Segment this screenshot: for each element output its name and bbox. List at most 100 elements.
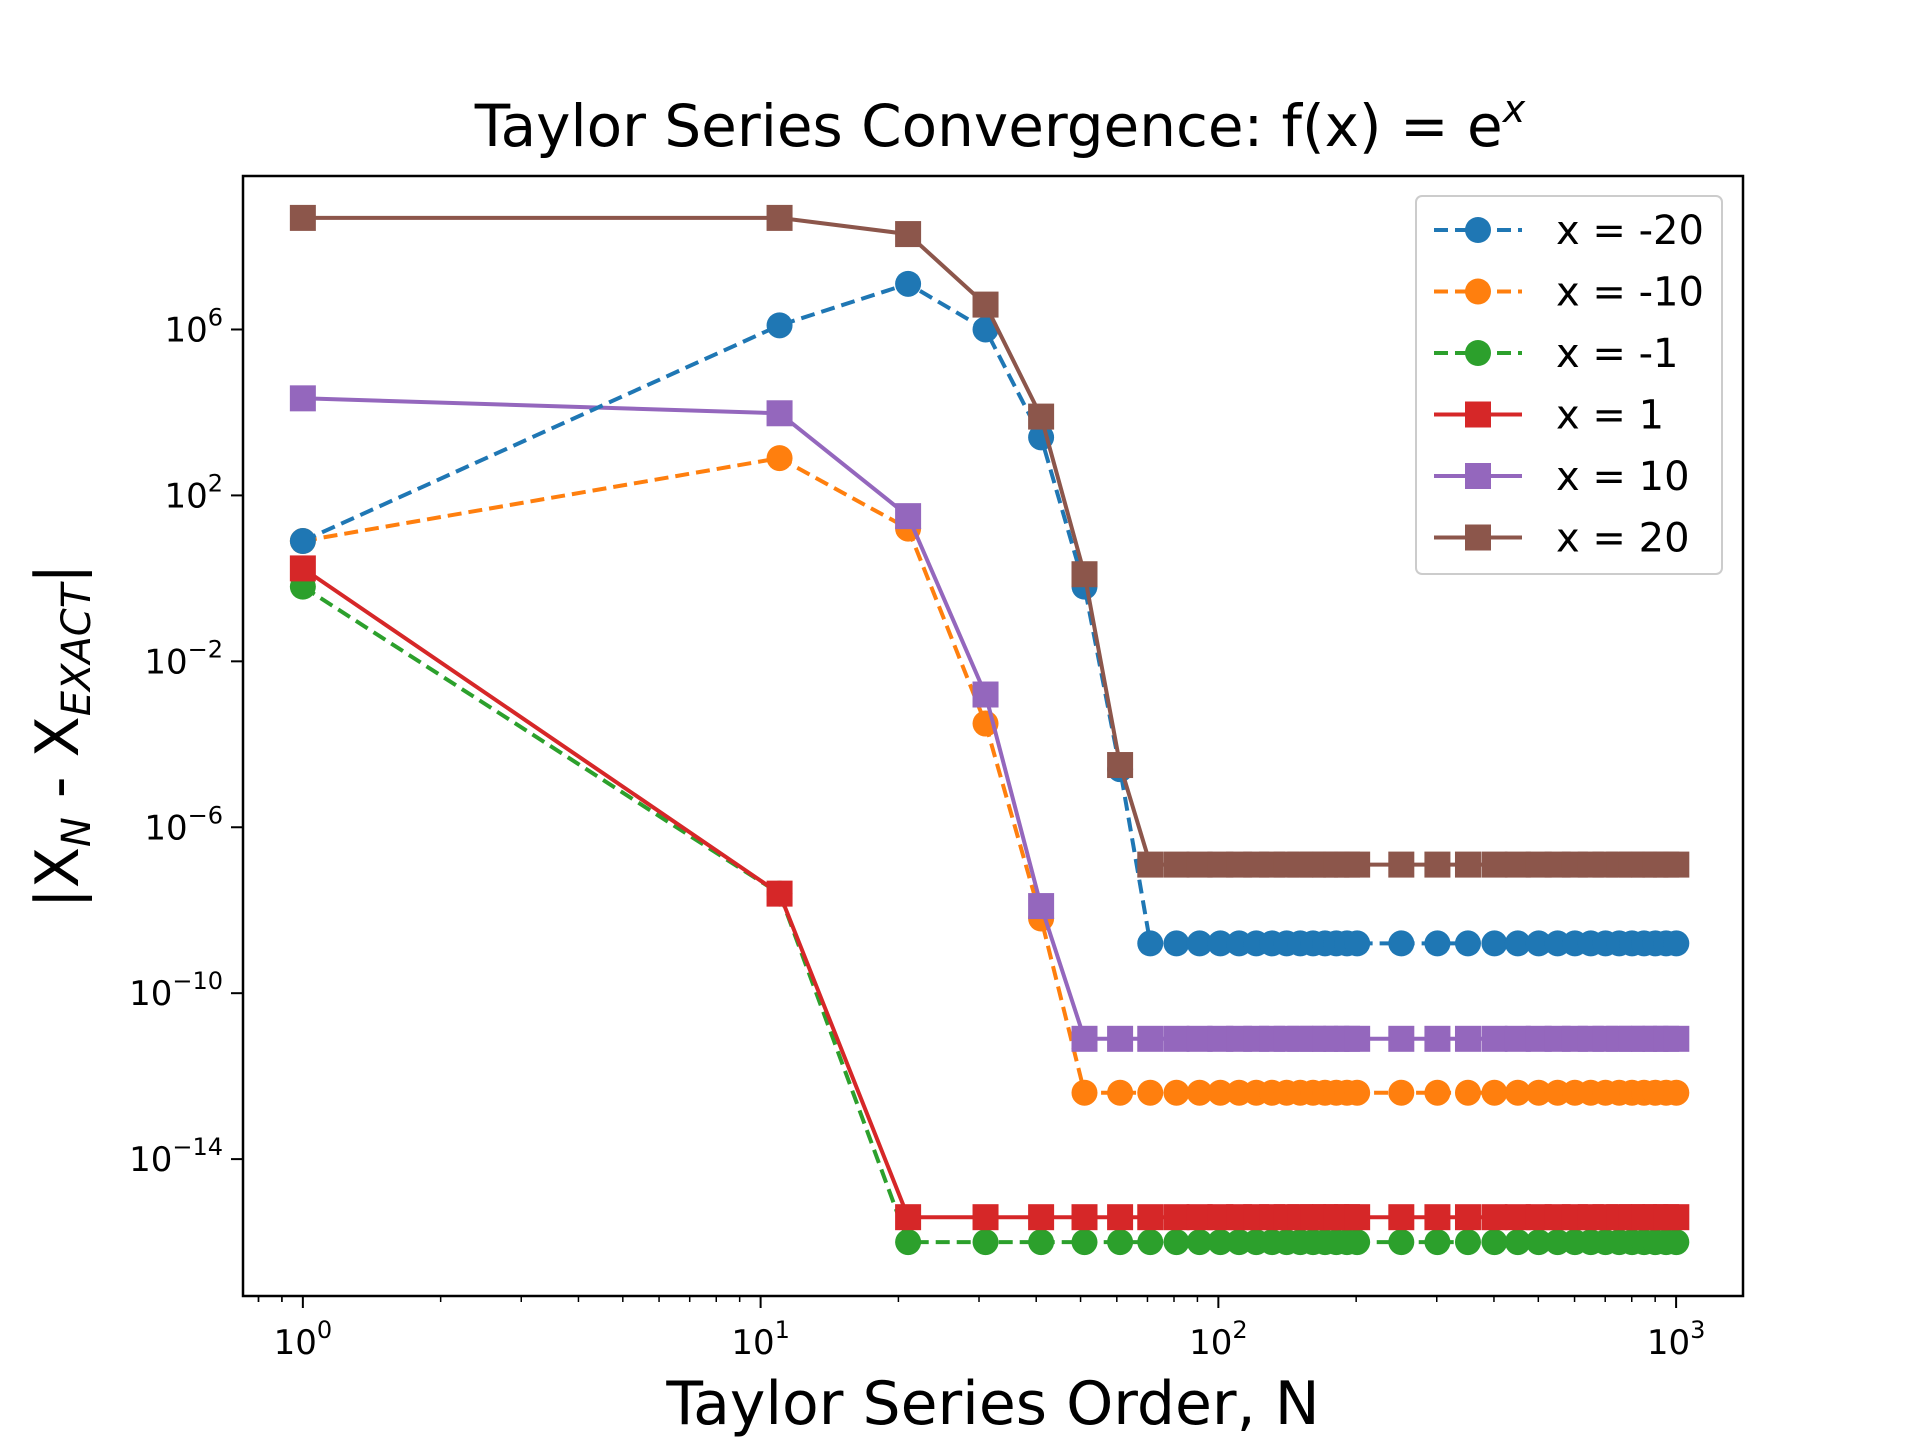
data-point (1424, 1079, 1451, 1106)
x-tick-base: 10 (731, 1323, 774, 1363)
data-point (1137, 851, 1164, 878)
legend: x = -20 x = -10 x = -1 x = 1 x = 10 x = 20 (1415, 195, 1723, 575)
legend-label: x = 20 (1556, 516, 1690, 562)
data-point (1663, 1025, 1690, 1052)
data-point (1207, 930, 1234, 957)
data-point (1344, 930, 1371, 957)
data-point (895, 1204, 922, 1231)
x-axis-title: Taylor Series Order, N (665, 1369, 1319, 1439)
data-point (766, 400, 793, 427)
data-point (1071, 561, 1098, 588)
y-tick-label: 10−14 (129, 1133, 223, 1180)
data-point (1107, 1079, 1134, 1106)
data-point (895, 503, 922, 530)
data-point (1137, 1204, 1164, 1231)
legend-entry: x = -20 (1434, 208, 1704, 254)
data-point (1388, 1204, 1415, 1231)
data-point (1481, 851, 1508, 878)
data-point (1163, 1025, 1190, 1052)
data-point (1107, 1229, 1134, 1256)
chart-title-text: Taylor Series Convergence: f(x) = e (474, 92, 1503, 160)
x-tick-label: 102 (1189, 1316, 1248, 1363)
data-point (1028, 1204, 1055, 1231)
data-point (895, 270, 922, 297)
data-point (1071, 1025, 1098, 1052)
x-tick-label: 103 (1647, 1316, 1706, 1363)
data-point (1028, 893, 1055, 920)
data-point (1388, 1229, 1415, 1256)
y-tick-exp: −2 (188, 635, 223, 663)
legend-marker (1465, 340, 1491, 366)
data-point (1344, 1229, 1371, 1256)
data-point (1663, 930, 1690, 957)
data-point (1525, 1229, 1552, 1256)
series-5 (289, 204, 1690, 878)
data-point (1344, 1204, 1371, 1231)
y-tick-exp: 2 (208, 469, 223, 497)
legend-entry: x = 1 (1434, 393, 1664, 439)
data-point (1207, 1229, 1234, 1256)
data-point (1388, 930, 1415, 957)
data-point (1207, 1079, 1234, 1106)
data-point (1344, 1079, 1371, 1106)
data-point (1344, 851, 1371, 878)
data-point (1344, 1025, 1371, 1052)
legend-entry: x = -1 (1434, 331, 1679, 377)
y-axis-title-mid: - X (23, 716, 93, 817)
y-tick-base: 10 (144, 808, 187, 848)
series-0 (289, 270, 1690, 957)
y-axis-title-sub2: EXACT (54, 580, 100, 716)
data-point (1481, 1079, 1508, 1106)
data-point (1481, 1025, 1508, 1052)
legend-entry: x = -10 (1434, 270, 1704, 316)
legend-marker (1465, 401, 1491, 428)
data-point (1454, 930, 1481, 957)
y-tick-base: 10 (129, 1140, 172, 1180)
data-point (1525, 930, 1552, 957)
data-point (972, 1229, 999, 1256)
legend-marker (1465, 463, 1491, 489)
data-point (1454, 851, 1481, 878)
y-axis-title: |XN - XEXACT| (23, 564, 100, 909)
data-point (766, 312, 793, 339)
data-point (1504, 1079, 1531, 1106)
data-point (1107, 752, 1134, 779)
data-point (1186, 1229, 1213, 1256)
data-point (1137, 1079, 1164, 1106)
data-point (1663, 1204, 1690, 1231)
data-point (1663, 1229, 1690, 1256)
data-point (972, 291, 999, 318)
data-point (1163, 1229, 1190, 1256)
legend-marker (1465, 278, 1491, 305)
y-tick-label: 10−6 (144, 801, 223, 848)
data-point (895, 1229, 922, 1256)
data-point (1186, 930, 1213, 957)
data-point (289, 555, 316, 582)
data-point (1388, 1025, 1415, 1052)
data-point (1481, 1204, 1508, 1231)
data-point (1388, 851, 1415, 878)
y-tick-label: 10−2 (144, 635, 223, 682)
data-point (289, 204, 316, 231)
data-point (1424, 1204, 1451, 1231)
data-point (1424, 851, 1451, 878)
x-tick-exp: 0 (317, 1316, 332, 1344)
data-point (1454, 1025, 1481, 1052)
chart-title-superscript: x (1502, 87, 1526, 131)
data-point (1663, 1079, 1690, 1106)
x-tick-label: 100 (274, 1316, 333, 1363)
legend-frame (1415, 195, 1723, 575)
data-point (766, 445, 793, 472)
data-point (766, 204, 793, 231)
data-point (1137, 1229, 1164, 1256)
data-point (1071, 1204, 1098, 1231)
data-point (1163, 1204, 1190, 1231)
data-point (1071, 1229, 1098, 1256)
data-point (972, 316, 999, 343)
x-tick-label: 101 (731, 1316, 790, 1363)
plot-frame (241, 174, 1745, 1298)
y-tick-base: 10 (164, 310, 207, 350)
data-point (289, 528, 316, 555)
